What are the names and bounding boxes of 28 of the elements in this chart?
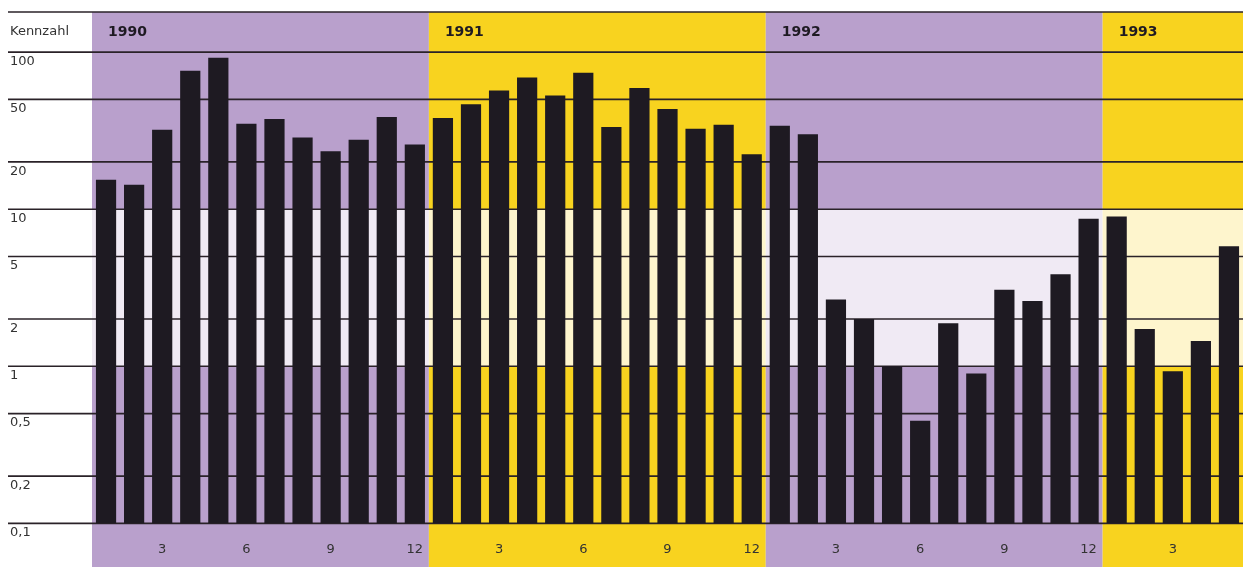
x-tick-label: 12: [1080, 540, 1097, 556]
x-tick-label: 9: [663, 540, 672, 556]
x-tick-label: 6: [916, 540, 925, 556]
y-tick-label: 0,2: [10, 476, 31, 492]
annotation: 1990: [108, 22, 148, 39]
x-tick-label: 3: [494, 540, 504, 556]
y-tick-label: 0,1: [10, 524, 31, 540]
y-tick-label: 20: [10, 162, 27, 178]
x-tick-label: 3: [831, 540, 841, 556]
y-axis-title: Kennzahl: [10, 23, 69, 39]
annotation: 1993: [1118, 22, 1158, 39]
x-tick-label: 9: [326, 540, 335, 556]
y-tick-label: 0,5: [10, 414, 31, 430]
x-tick-label: 12: [406, 540, 424, 556]
x-tick-label: 12: [743, 540, 760, 556]
annotation: 1992: [781, 22, 821, 39]
y-tick-label: 50: [10, 100, 27, 116]
x-tick-label: 9: [1000, 540, 1009, 556]
x-tick-label: 6: [242, 540, 251, 556]
annotation: 1991: [444, 22, 484, 39]
y-tick-label: 1: [10, 367, 19, 383]
y-tick-label: 5: [10, 257, 19, 273]
x-tick-label: 3: [1168, 540, 1177, 556]
y-tick-label: 100: [10, 52, 35, 68]
x-tick-label: 6: [579, 540, 588, 556]
y-tick-label: 10: [10, 210, 27, 226]
x-tick-label: 3: [158, 540, 167, 556]
y-tick-label: 2: [10, 319, 19, 335]
